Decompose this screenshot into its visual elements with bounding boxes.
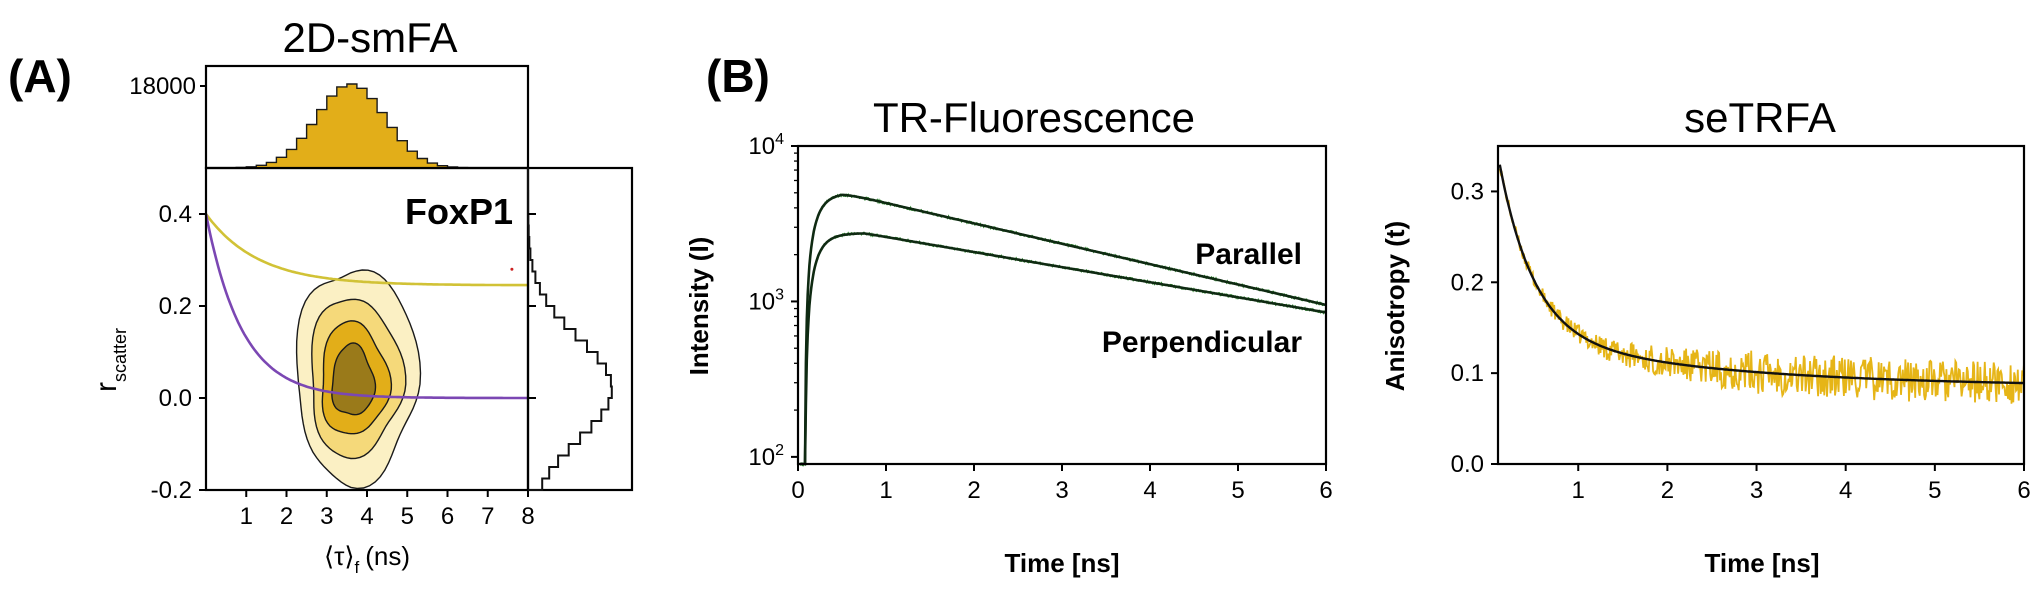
series-label-parallel: Parallel (1195, 238, 1302, 271)
y-tick-label-3: 0.4 (159, 201, 192, 228)
top-histogram-bars (206, 83, 539, 169)
y-ticks-setrfa: 0.0 0.1 0.2 0.3 (1451, 178, 1498, 478)
y-ticks-tr-fluorescence: 102 103 104 (748, 131, 798, 471)
setrfa-plot (1498, 164, 2025, 404)
x-tick-label-6: 6 (1319, 477, 1332, 504)
right-histogram-outline (527, 168, 613, 491)
y-tick-label-0: -0.2 (151, 477, 192, 504)
x-tick-label-6: 6 (441, 503, 454, 530)
y-tick-label-2: 104 (748, 131, 784, 160)
anisotropy-data (1498, 168, 2025, 404)
reference-curve-2 (204, 213, 528, 400)
x-tick-label-2: 2 (280, 503, 293, 530)
x-tick-label-4: 4 (360, 503, 373, 530)
series-label-perpendicular: Perpendicular (1102, 326, 1302, 359)
top-histogram-ytick: 18000 (129, 73, 196, 100)
y-ticks-2d-smfa: -0.2 0.0 0.2 0.4 (151, 201, 206, 504)
x-tick-label-5: 5 (1928, 477, 1941, 504)
y-tick-label-1: 0.1 (1451, 360, 1484, 387)
x-ticks-setrfa: 1 2 3 4 5 6 (1572, 464, 2031, 504)
right-histogram-frame (526, 166, 634, 492)
y-axis-label-2d-smfa: rscatter (90, 328, 130, 392)
x-tick-label-7: 7 (481, 503, 494, 530)
chart-title-setrfa: seTRFA (1684, 94, 1836, 141)
panel-label-b: (B) (706, 50, 770, 102)
y-tick-label-0: 0.0 (1451, 451, 1484, 478)
setrfa-frame (1496, 144, 2026, 466)
anisotropy-fit (1498, 164, 2024, 385)
foxp1-annotation: FoxP1 (405, 191, 513, 232)
x-tick-label-2: 2 (1661, 477, 1674, 504)
x-tick-label-1: 1 (1572, 477, 1585, 504)
x-tick-label-3: 3 (1055, 477, 1068, 504)
x-tick-label-3: 3 (1750, 477, 1763, 504)
x-ticks-tr-fluorescence: 0 1 2 3 4 5 6 (791, 464, 1333, 504)
x-axis-label-2d-smfa: ⟨τ⟩f (ns) (324, 541, 410, 577)
main-2d-plot (204, 213, 528, 490)
x-tick-label-3: 3 (320, 503, 333, 530)
tr-fluorescence-frame (796, 144, 1328, 466)
stray-point (510, 267, 514, 271)
panel-label-a: (A) (8, 50, 72, 102)
reference-curve-1 (204, 213, 528, 287)
chart-setrfa: seTRFA 1 2 3 4 5 6 0.0 0.1 0.2 0.3 Time [ns] Ani… (1380, 94, 2031, 578)
x-tick-label-0: 0 (791, 477, 804, 504)
chart-tr-fluorescence: TR-Fluorescence 0 1 2 3 4 5 6 102 103 104 Parall… (684, 94, 1333, 578)
y-axis-label-setrfa: Anisotropy (t) (1380, 221, 1410, 391)
x-tick-label-5: 5 (1231, 477, 1244, 504)
series-fit-parallel (799, 193, 1327, 466)
x-tick-label-1: 1 (879, 477, 892, 504)
chart-title-tr-fluorescence: TR-Fluorescence (873, 94, 1195, 141)
x-axis-label-tr-fluorescence: Time [ns] (1004, 548, 1119, 578)
right-histogram (527, 168, 613, 491)
y-tick-label-2: 0.2 (159, 293, 192, 320)
x-tick-label-2: 2 (967, 477, 980, 504)
x-tick-label-5: 5 (401, 503, 414, 530)
x-tick-label-8: 8 (521, 503, 534, 530)
y-tick-label-2: 0.2 (1451, 269, 1484, 296)
y-tick-label-0: 102 (748, 442, 784, 471)
series-fit-perpendicular (799, 232, 1327, 466)
y-tick-label-1: 103 (748, 286, 784, 315)
x-tick-label-4: 4 (1839, 477, 1852, 504)
y-tick-label-3: 0.3 (1451, 178, 1484, 205)
y-axis-label-tr-fluorescence: Intensity (I) (684, 237, 714, 376)
tr-fluorescence-plot (799, 192, 1327, 467)
x-tick-label-1: 1 (240, 503, 253, 530)
chart-title-2d-smfa: 2D-smFA (282, 14, 457, 61)
top-histogram (206, 83, 539, 169)
x-axis-label-setrfa: Time [ns] (1704, 548, 1819, 578)
x-tick-label-4: 4 (1143, 477, 1156, 504)
y-tick-label-1: 0.0 (159, 385, 192, 412)
x-tick-label-6: 6 (2017, 477, 2030, 504)
